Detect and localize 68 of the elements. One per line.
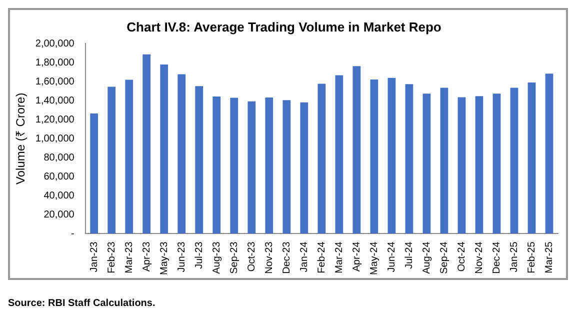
- x-tick-label: Sep-23: [228, 241, 240, 274]
- bar: [160, 64, 168, 234]
- y-tick-label: -: [70, 228, 74, 240]
- bar: [388, 78, 396, 234]
- bar: [212, 96, 221, 234]
- x-tick-label: Jan-25: [508, 241, 520, 272]
- y-tick-label: 1,40,000: [35, 95, 75, 106]
- y-tick-label: 1,20,000: [35, 114, 75, 126]
- bar: [300, 102, 308, 234]
- bar: [195, 86, 204, 234]
- x-tick-label: Oct-23: [246, 241, 258, 272]
- x-tick-label: Apr-24: [351, 241, 362, 272]
- x-tick-label: Mar-24: [334, 241, 345, 274]
- x-tick-label: Jun-23: [176, 241, 188, 272]
- x-tick-label: Jan-23: [88, 241, 100, 272]
- bar: [178, 74, 186, 234]
- bar: [265, 97, 274, 234]
- x-tick-label: Oct-24: [456, 241, 468, 272]
- bar: [108, 86, 116, 234]
- x-tick-label: May-23: [158, 241, 170, 276]
- bar: [125, 80, 134, 234]
- chart-title: Chart IV.8: Average Trading Volume in Market Repo: [126, 19, 442, 34]
- bar: [318, 84, 326, 234]
- x-tick-label: Apr-23: [141, 241, 152, 272]
- y-tick-label: 80,000: [44, 152, 75, 164]
- bar: [90, 113, 98, 234]
- x-tick-label: Mar-23: [124, 241, 135, 274]
- x-tick-label: Dec-23: [281, 241, 292, 274]
- bar: [248, 101, 256, 234]
- bar: [422, 94, 431, 234]
- x-tick-label: May-24: [368, 241, 380, 276]
- y-axis-title: Volume (₹ Crore): [14, 92, 28, 184]
- bar: [370, 80, 378, 234]
- y-tick-label: 1,80,000: [35, 57, 75, 68]
- bar: [405, 84, 414, 234]
- x-tick-label: Jul-24: [404, 241, 415, 269]
- x-tick-label: Feb-25: [526, 241, 538, 274]
- bar: [142, 54, 151, 234]
- x-tick-label: Feb-24: [316, 241, 328, 274]
- x-tick-label: Sep-24: [438, 241, 450, 274]
- x-tick-label: Feb-23: [106, 241, 118, 274]
- x-tick-label: Nov-24: [474, 241, 485, 274]
- y-tick-label: 1,00,000: [35, 133, 75, 144]
- source-note: Source: RBI Staff Calculations.: [8, 298, 156, 309]
- bar: [440, 88, 448, 234]
- y-tick-label: 20,000: [44, 209, 75, 220]
- x-tick-label: Jan-24: [298, 241, 310, 272]
- y-tick-label: 40,000: [44, 190, 75, 202]
- x-tick-label: Aug-24: [421, 241, 432, 274]
- x-tick-label: Dec-24: [491, 241, 502, 274]
- x-tick-label: Jul-23: [194, 241, 205, 269]
- x-tick-label: Aug-23: [211, 241, 222, 274]
- bar: [492, 94, 501, 234]
- bar: [230, 98, 238, 234]
- bar: [510, 88, 518, 234]
- bar: [545, 74, 554, 234]
- bar: [458, 97, 466, 234]
- y-tick-label: 1,60,000: [35, 76, 75, 88]
- bar: [352, 66, 361, 234]
- bar: [335, 75, 344, 234]
- y-tick-label: 60,000: [44, 171, 75, 182]
- bar: [528, 82, 536, 234]
- x-tick-label: Mar-25: [544, 241, 555, 274]
- x-tick-label: Jun-24: [386, 241, 398, 272]
- y-tick-label: 2,00,000: [35, 38, 75, 50]
- x-tick-label: Nov-23: [264, 241, 275, 274]
- bar: [282, 100, 291, 234]
- bar: [475, 96, 484, 234]
